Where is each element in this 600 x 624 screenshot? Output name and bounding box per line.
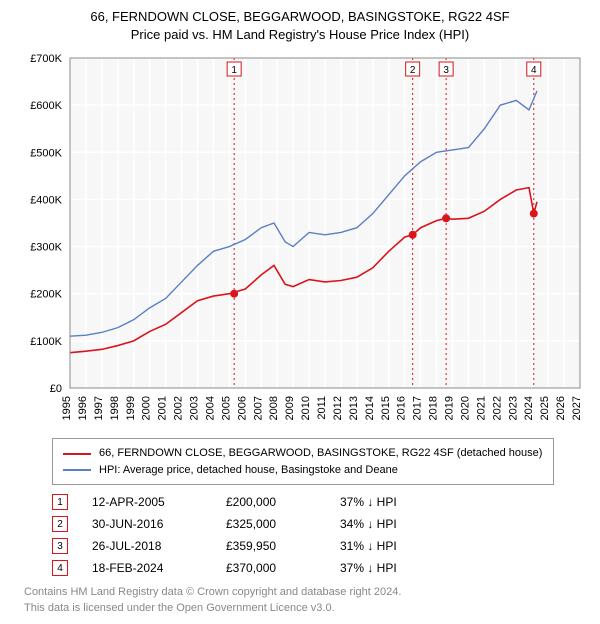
svg-text:2001: 2001	[157, 396, 169, 420]
svg-text:2016: 2016	[396, 396, 408, 420]
pct-cell: 37% ↓ HPI	[340, 561, 450, 575]
svg-text:2017: 2017	[412, 396, 424, 420]
date-cell: 30-JUN-2016	[92, 517, 202, 531]
svg-text:2025: 2025	[539, 396, 551, 420]
svg-text:2026: 2026	[555, 396, 567, 420]
legend-label: 66, FERNDOWN CLOSE, BEGGARWOOD, BASINGST…	[99, 445, 542, 462]
footer-line-2: This data is licensed under the Open Gov…	[24, 601, 588, 616]
marker-cell: 1	[52, 494, 68, 510]
svg-text:£0: £0	[50, 383, 62, 395]
chart-svg: £0 £100K £200K £300K £400K £500K £600K £700K 199…	[12, 48, 588, 428]
svg-text:1997: 1997	[93, 396, 105, 420]
svg-text:2021: 2021	[475, 396, 487, 420]
svg-text:£500K: £500K	[30, 148, 62, 160]
table-row: 1 12-APR-2005 £200,000 37% ↓ HPI	[52, 491, 588, 513]
svg-text:£100K: £100K	[30, 336, 62, 348]
svg-text:2003: 2003	[189, 396, 201, 420]
svg-text:2012: 2012	[332, 396, 344, 420]
svg-text:2011: 2011	[316, 396, 328, 420]
svg-text:2020: 2020	[459, 396, 471, 420]
chart: £0 £100K £200K £300K £400K £500K £600K £700K 199…	[12, 48, 588, 428]
table-row: 2 30-JUN-2016 £325,000 34% ↓ HPI	[52, 513, 588, 535]
svg-text:2008: 2008	[268, 396, 280, 420]
svg-text:2022: 2022	[491, 396, 503, 420]
svg-text:£300K: £300K	[30, 242, 62, 254]
legend-swatch	[63, 453, 91, 455]
marker-cell: 3	[52, 538, 68, 554]
legend-row: HPI: Average price, detached house, Basi…	[63, 462, 543, 479]
pct-cell: 37% ↓ HPI	[340, 495, 450, 509]
date-cell: 12-APR-2005	[92, 495, 202, 509]
title-block: 66, FERNDOWN CLOSE, BEGGARWOOD, BASINGST…	[12, 8, 588, 44]
svg-text:2010: 2010	[300, 396, 312, 420]
marker-cell: 4	[52, 560, 68, 576]
svg-text:2004: 2004	[204, 396, 216, 420]
price-cell: £359,950	[226, 539, 316, 553]
svg-text:2018: 2018	[428, 396, 440, 420]
svg-text:£200K: £200K	[30, 289, 62, 301]
svg-text:2007: 2007	[252, 396, 264, 420]
date-cell: 18-FEB-2024	[92, 561, 202, 575]
svg-text:3: 3	[443, 65, 449, 76]
price-cell: £370,000	[226, 561, 316, 575]
pct-cell: 31% ↓ HPI	[340, 539, 450, 553]
svg-text:4: 4	[531, 65, 537, 76]
svg-text:2014: 2014	[364, 396, 376, 420]
svg-text:1998: 1998	[109, 396, 121, 420]
svg-text:2015: 2015	[380, 396, 392, 420]
svg-text:2013: 2013	[348, 396, 360, 420]
legend-label: HPI: Average price, detached house, Basi…	[99, 462, 398, 479]
svg-text:2002: 2002	[173, 396, 185, 420]
marker-cell: 2	[52, 516, 68, 532]
svg-text:1995: 1995	[61, 396, 73, 420]
svg-text:2019: 2019	[444, 396, 456, 420]
data-table: 1 12-APR-2005 £200,000 37% ↓ HPI 2 30-JUN-201…	[52, 491, 588, 579]
svg-text:2005: 2005	[220, 396, 232, 420]
svg-text:2006: 2006	[236, 396, 248, 420]
svg-text:2009: 2009	[284, 396, 296, 420]
svg-text:2: 2	[410, 65, 416, 76]
legend-row: 66, FERNDOWN CLOSE, BEGGARWOOD, BASINGST…	[63, 445, 543, 462]
title-line-1: 66, FERNDOWN CLOSE, BEGGARWOOD, BASINGST…	[12, 8, 588, 26]
svg-text:£400K: £400K	[30, 195, 62, 207]
legend: 66, FERNDOWN CLOSE, BEGGARWOOD, BASINGST…	[52, 438, 554, 485]
svg-text:1: 1	[231, 65, 237, 76]
svg-text:2027: 2027	[571, 396, 583, 420]
price-cell: £325,000	[226, 517, 316, 531]
footer-line-1: Contains HM Land Registry data © Crown c…	[24, 585, 588, 600]
svg-text:1999: 1999	[125, 396, 137, 420]
svg-text:2000: 2000	[141, 396, 153, 420]
table-row: 4 18-FEB-2024 £370,000 37% ↓ HPI	[52, 557, 588, 579]
table-row: 3 26-JUL-2018 £359,950 31% ↓ HPI	[52, 535, 588, 557]
svg-text:£600K: £600K	[30, 101, 62, 113]
legend-swatch	[63, 469, 91, 471]
title-line-2: Price paid vs. HM Land Registry's House …	[12, 26, 588, 44]
date-cell: 26-JUL-2018	[92, 539, 202, 553]
svg-text:2023: 2023	[507, 396, 519, 420]
svg-text:2024: 2024	[523, 396, 535, 420]
svg-text:£700K: £700K	[30, 53, 62, 65]
page-container: 66, FERNDOWN CLOSE, BEGGARWOOD, BASINGST…	[0, 0, 600, 624]
pct-cell: 34% ↓ HPI	[340, 517, 450, 531]
price-cell: £200,000	[226, 495, 316, 509]
footer: Contains HM Land Registry data © Crown c…	[24, 585, 588, 616]
svg-text:1996: 1996	[77, 396, 89, 420]
